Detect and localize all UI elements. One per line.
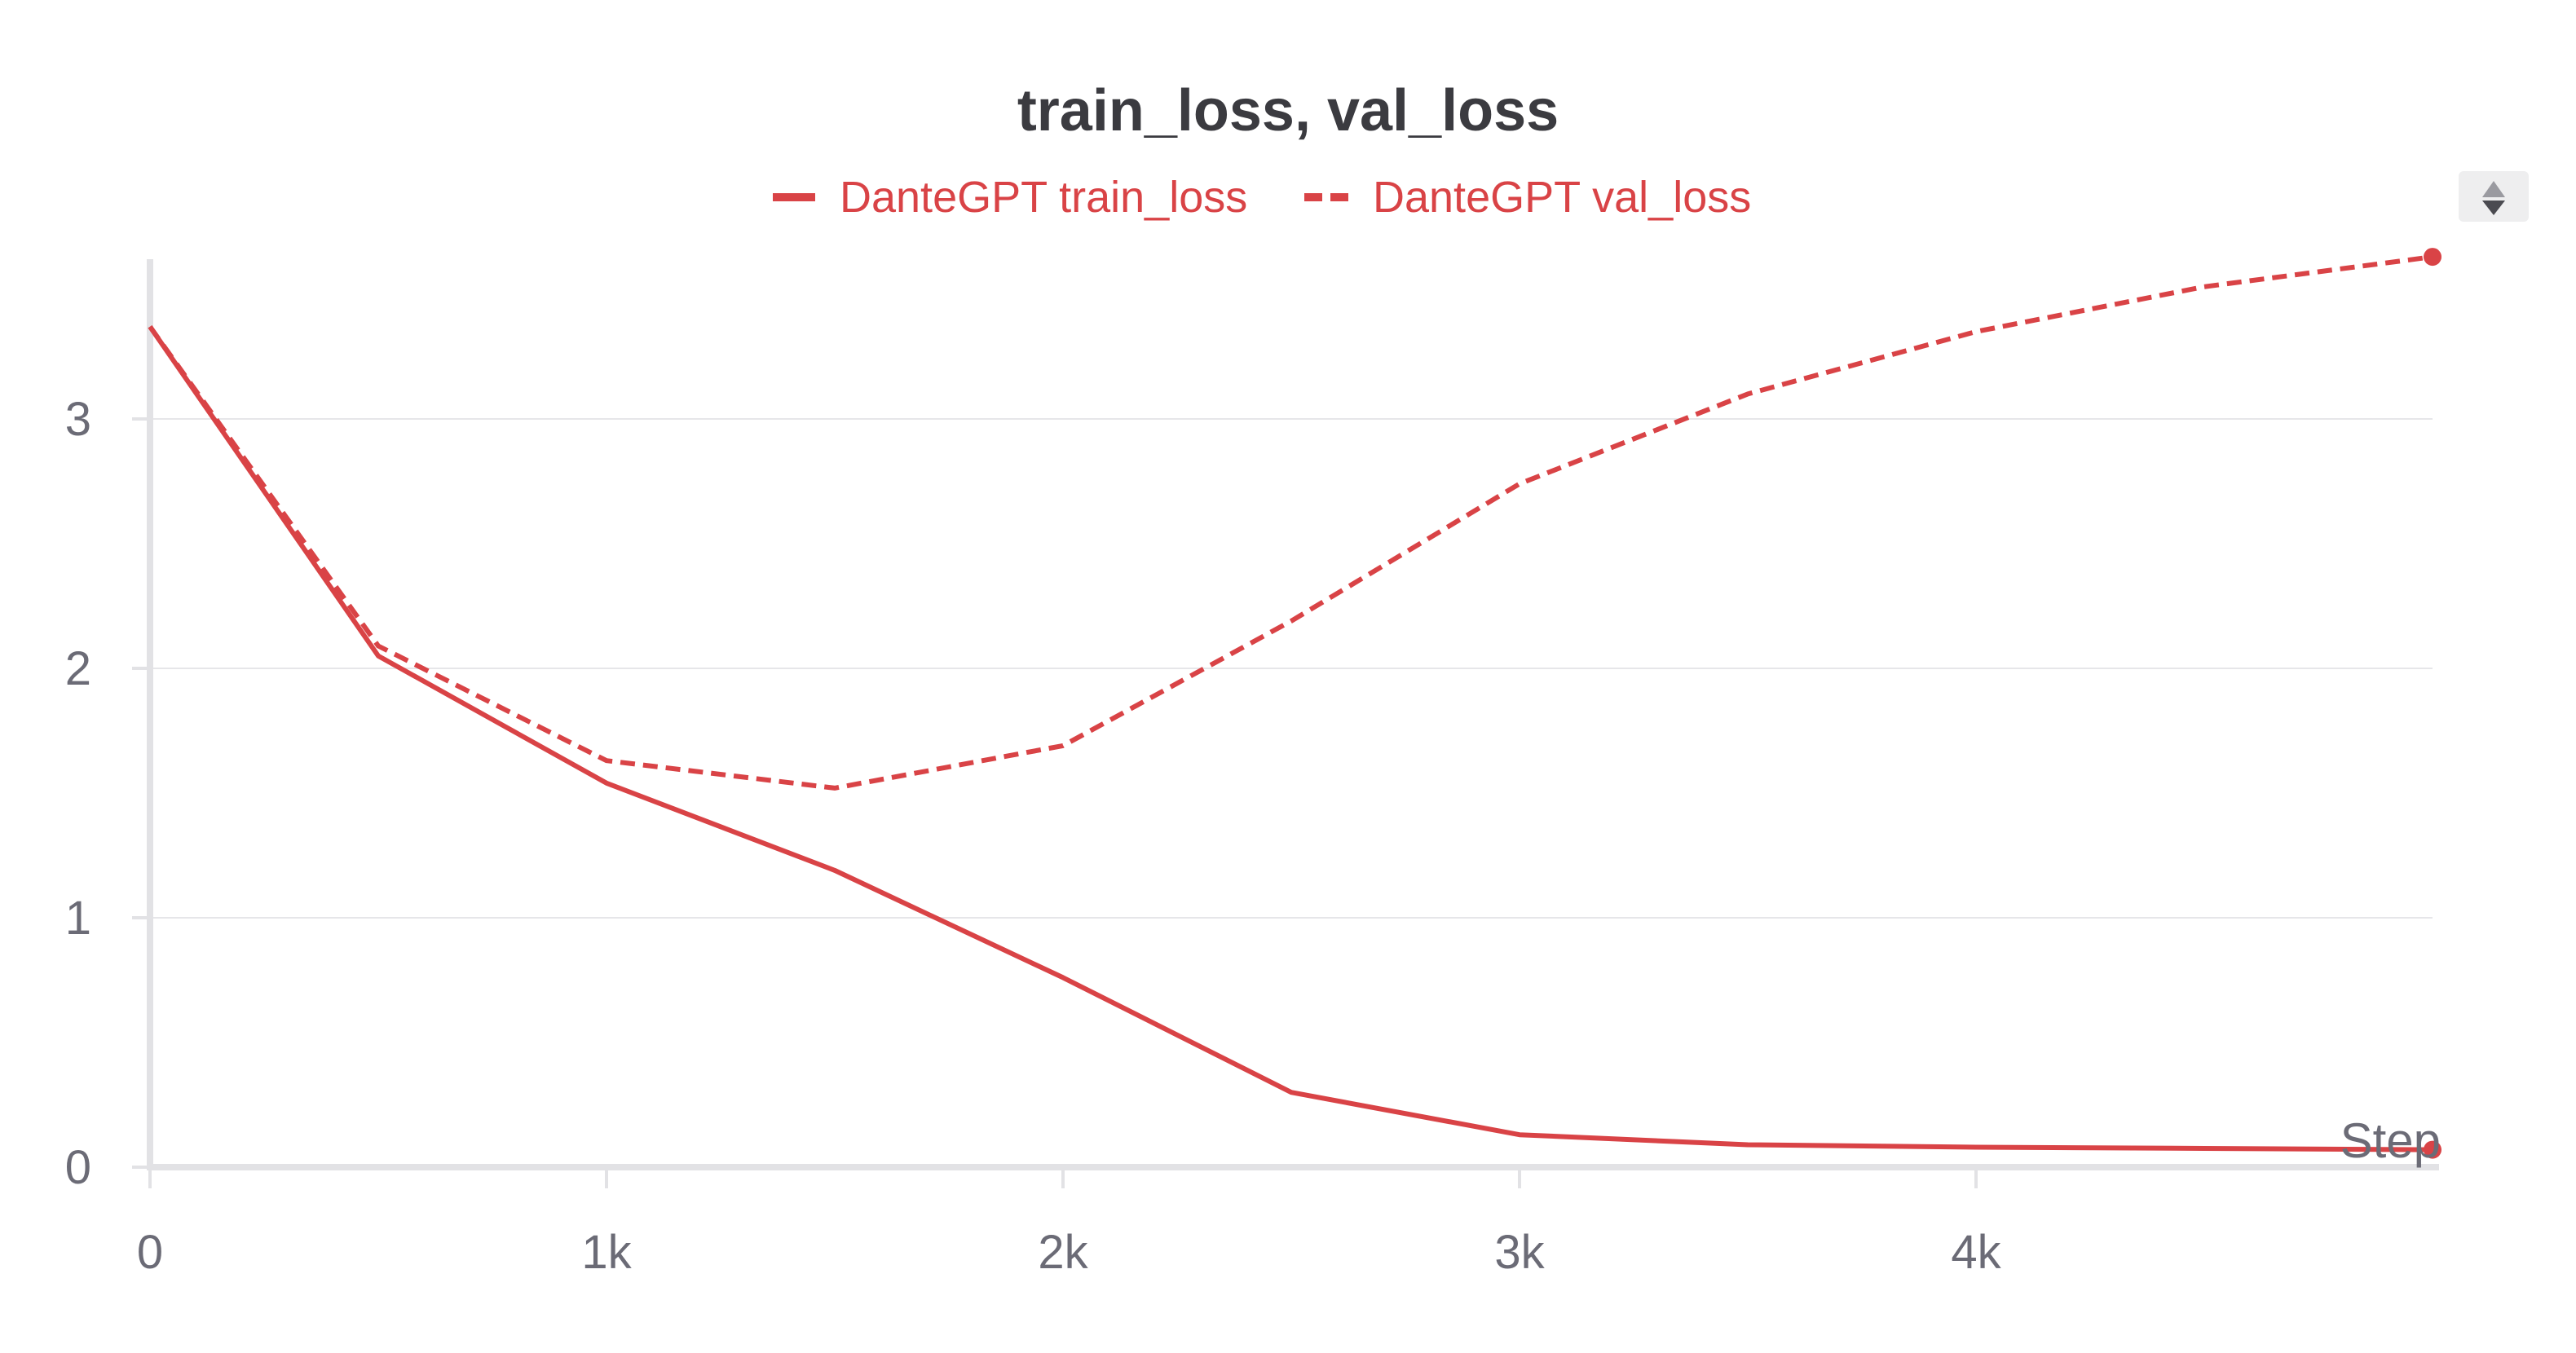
series — [148, 254, 2433, 1152]
x-axis-title: Step — [2340, 1113, 2441, 1168]
x-tick-label: 1k — [581, 1226, 632, 1279]
up-down-arrows-icon[interactable] — [2459, 171, 2529, 222]
y-axis-ticks: 0 1 2 3 — [65, 393, 150, 1194]
y-tick-label: 3 — [65, 393, 91, 446]
axes — [147, 259, 2439, 1170]
legend-label-val-loss: DanteGPT val_loss — [1373, 173, 1751, 222]
series-line-train-loss — [148, 325, 2433, 1152]
x-axis-ticks: 0 1k 2k 3k 4k — [137, 1167, 2002, 1279]
series-endpoint-train-loss — [2424, 1140, 2441, 1159]
series-line-val-loss — [148, 254, 2433, 791]
y-tick-label: 1 — [65, 892, 91, 945]
x-tick-label: 3k — [1494, 1226, 1545, 1279]
x-tick-label: 4k — [1951, 1226, 2001, 1279]
grid — [150, 418, 2433, 919]
legend-label-train-loss: DanteGPT train_loss — [840, 173, 1247, 222]
series-endpoint-val-loss — [2424, 248, 2441, 267]
legend: DanteGPT train_loss DanteGPT val_loss — [773, 173, 1751, 222]
chart-title: train_loss, val_loss — [1017, 78, 1559, 143]
series-endpoints — [2424, 248, 2441, 1159]
x-tick-label: 2k — [1038, 1226, 1088, 1279]
y-tick-label: 0 — [65, 1141, 91, 1194]
y-tick-label: 2 — [65, 642, 91, 695]
x-tick-label: 0 — [137, 1226, 163, 1279]
